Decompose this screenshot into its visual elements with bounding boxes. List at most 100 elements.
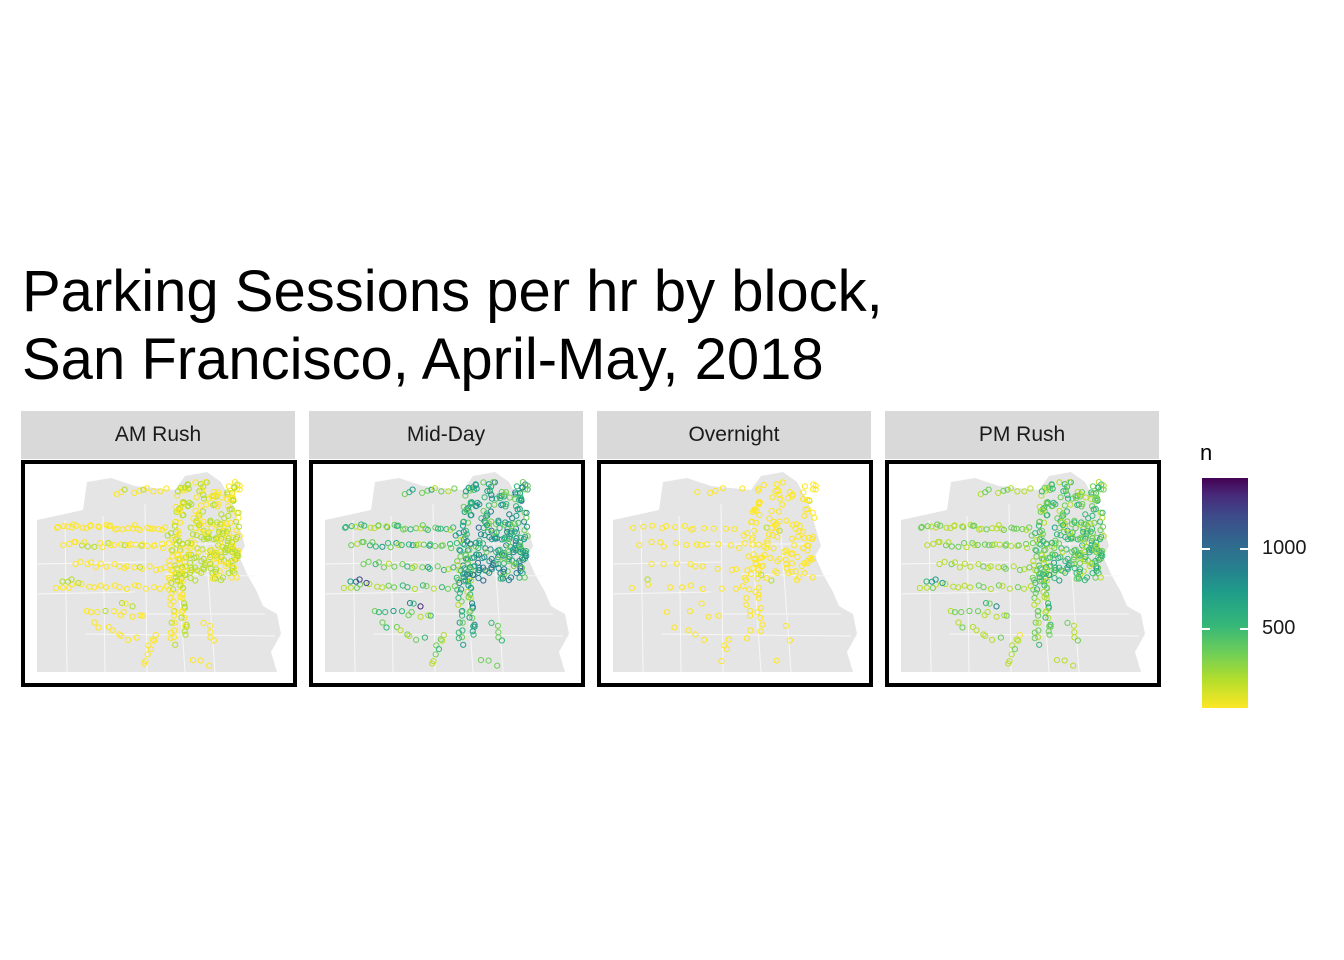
parking-block-point <box>460 641 467 648</box>
parking-block-point <box>379 619 386 626</box>
parking-block-point <box>213 550 220 557</box>
parking-block-point <box>505 521 512 528</box>
parking-block-point <box>1034 567 1041 574</box>
parking-block-point <box>235 509 242 516</box>
parking-block-point <box>1070 662 1077 669</box>
parking-block-point <box>1034 608 1041 615</box>
district-boundary <box>612 561 722 565</box>
parking-block-point <box>499 575 506 582</box>
parking-block-point <box>1024 544 1031 552</box>
parking-block-point <box>1089 503 1096 510</box>
parking-block-point <box>185 485 192 492</box>
district-boundary <box>352 519 356 673</box>
parking-block-point <box>1021 566 1028 573</box>
parking-block-point <box>454 558 461 565</box>
parking-block-point <box>687 561 694 568</box>
parking-block-point <box>200 619 207 626</box>
parking-block-point <box>456 579 463 587</box>
parking-block-point <box>1094 564 1102 571</box>
parking-block-point <box>1041 507 1048 514</box>
parking-block-point <box>347 584 354 591</box>
parking-block-point <box>1021 488 1028 495</box>
parking-block-point <box>955 543 962 550</box>
parking-block-point <box>733 566 740 573</box>
parking-block-point <box>232 536 240 543</box>
parking-block-point <box>440 566 448 574</box>
parking-block-point <box>757 604 764 612</box>
parking-block-point <box>1092 574 1099 581</box>
parking-block-point <box>514 506 521 513</box>
parking-block-point <box>184 539 192 546</box>
parking-block-point <box>783 565 790 572</box>
parking-block-point <box>747 612 754 619</box>
parking-block-point <box>1072 524 1079 532</box>
legend-tick-mark <box>1240 548 1248 550</box>
parking-block-point <box>217 558 225 565</box>
parking-block-point <box>226 506 233 513</box>
parking-block-point <box>789 491 796 498</box>
parking-block-point <box>463 507 470 514</box>
parking-block-point <box>1078 503 1085 510</box>
parking-block-point <box>480 479 487 486</box>
parking-block-point <box>1000 526 1007 534</box>
parking-block-point <box>456 546 463 553</box>
parking-block-point <box>974 608 982 615</box>
parking-block-point <box>804 496 811 504</box>
parking-block-point <box>755 570 762 578</box>
parking-block-point <box>444 585 452 592</box>
district-boundary <box>102 515 106 673</box>
parking-block-point <box>122 600 129 607</box>
parking-block-point <box>472 539 480 546</box>
parking-block-point <box>236 486 243 493</box>
parking-block-point <box>395 522 402 529</box>
parking-block-point <box>191 564 199 571</box>
parking-block-point <box>1059 548 1066 556</box>
parking-block-point <box>488 495 496 502</box>
parking-block-point <box>1037 508 1044 516</box>
parking-block-point <box>1027 485 1034 492</box>
parking-block-point <box>179 577 186 584</box>
parking-block-point <box>714 565 721 572</box>
parking-block-point <box>60 542 67 549</box>
parking-block-point <box>1057 494 1064 501</box>
parking-block-point <box>107 541 114 549</box>
parking-block-point <box>751 507 758 514</box>
parking-block-point <box>961 582 968 589</box>
parking-block-point <box>369 539 376 546</box>
parking-block-point <box>1099 523 1107 530</box>
parking-block-point <box>985 542 992 549</box>
parking-block-point <box>167 601 174 608</box>
parking-block-point <box>218 511 225 518</box>
parking-block-point <box>969 540 976 547</box>
parking-block-point <box>1062 569 1069 576</box>
parking-block-point <box>155 526 162 533</box>
parking-block-point <box>710 525 717 532</box>
parking-block-point <box>206 556 213 563</box>
parking-block-point <box>472 503 479 510</box>
parking-block-point <box>524 533 531 540</box>
parking-block-point <box>497 575 504 582</box>
parking-block-point <box>768 507 775 515</box>
parking-block-point <box>694 489 701 496</box>
parking-block-point <box>423 583 430 590</box>
parking-block-point <box>424 564 432 571</box>
parking-block-point <box>1064 555 1071 563</box>
parking-block-point <box>202 479 209 486</box>
parking-block-point <box>1045 628 1052 635</box>
parking-block-point <box>966 607 973 615</box>
parking-block-point <box>140 486 147 493</box>
panel-pm-rush: PM Rush <box>885 411 1161 687</box>
parking-block-point <box>1081 521 1088 528</box>
parking-block-point <box>1074 637 1081 644</box>
parking-block-point <box>119 526 126 533</box>
parking-block-point <box>516 560 523 567</box>
parking-block-point <box>500 568 507 575</box>
parking-block-point <box>177 484 184 491</box>
parking-block-point <box>341 524 349 531</box>
parking-block-point <box>481 494 488 501</box>
parking-block-point <box>512 496 519 503</box>
parking-block-point <box>195 522 203 529</box>
parking-block-point <box>171 619 178 626</box>
parking-block-point <box>149 636 156 643</box>
parking-block-point <box>471 621 478 628</box>
